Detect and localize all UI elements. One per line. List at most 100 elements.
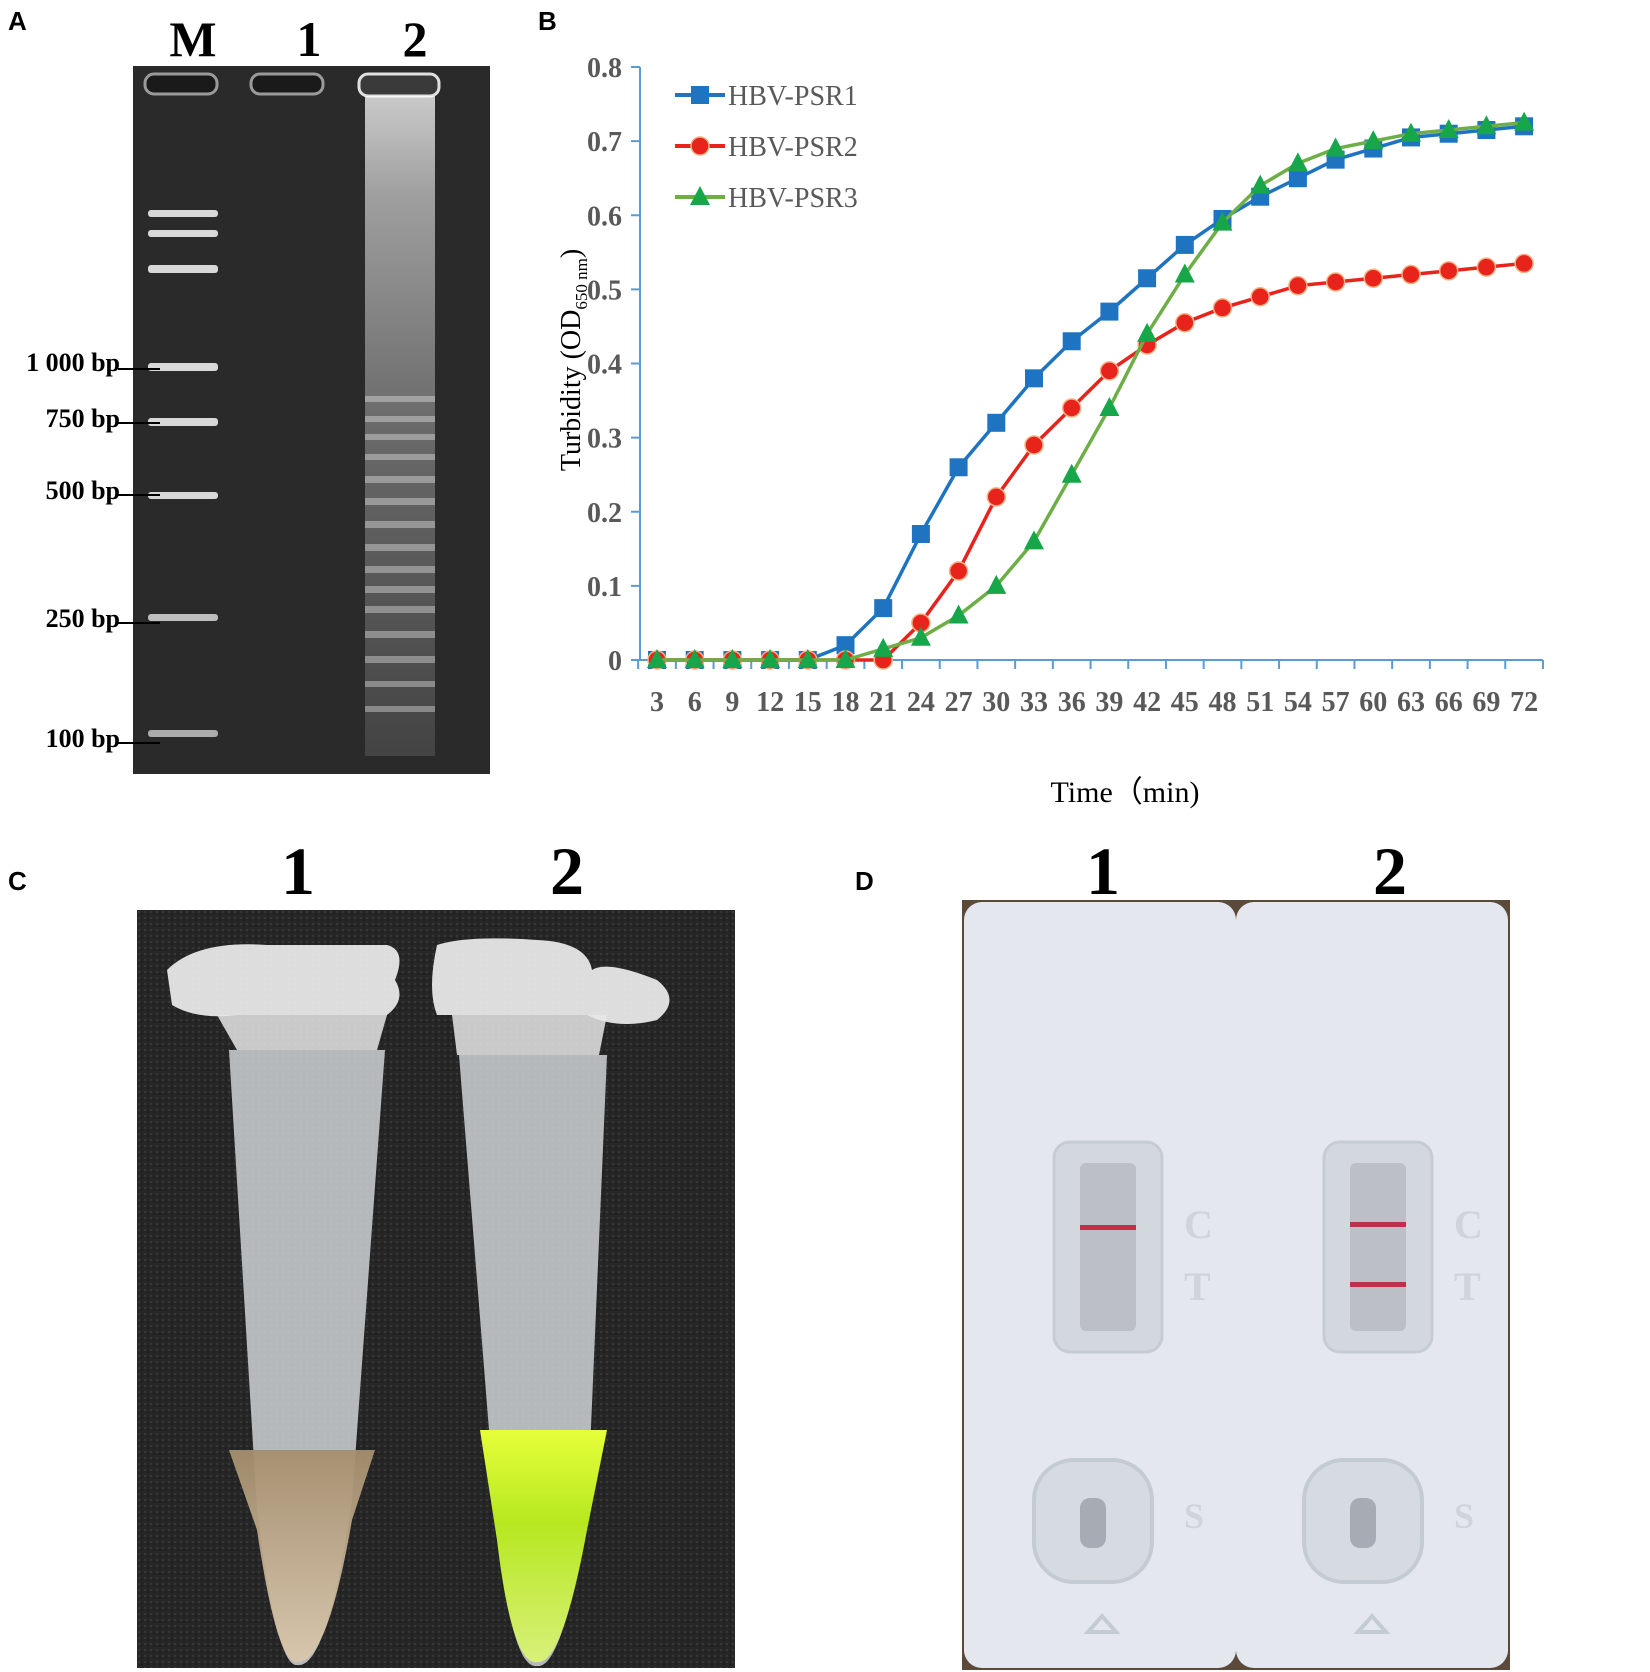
data-point	[1175, 312, 1195, 333]
x-tick-label: 39	[1095, 687, 1123, 718]
y-tick-label: 0.5	[587, 275, 622, 306]
y-tick-label: 0.7	[587, 127, 622, 158]
data-point	[1025, 369, 1043, 388]
x-tick-label: 24	[907, 687, 935, 718]
x-tick-label: 30	[982, 687, 1010, 718]
x-tick-label: 15	[794, 687, 822, 718]
data-point	[1212, 211, 1233, 231]
x-tick-label: 36	[1058, 687, 1086, 718]
legend-entry: HBV-PSR2	[675, 132, 858, 163]
cassette-1: C T S	[964, 902, 1236, 1668]
data-point	[1174, 263, 1195, 283]
legend-entry: HBV-PSR1	[675, 81, 858, 112]
series-line	[657, 120, 1525, 662]
gel-lane-label-1: 1	[296, 11, 322, 67]
data-point	[835, 649, 856, 668]
x-tick-label: 21	[869, 687, 897, 718]
series-HBV-PSR2	[647, 253, 1534, 670]
cassette-label-1: 1	[1086, 833, 1120, 909]
data-point	[1137, 322, 1158, 342]
x-tick-label: 72	[1510, 687, 1538, 718]
x-tick-label: 33	[1020, 687, 1048, 718]
legend-label: HBV-PSR3	[728, 183, 858, 214]
x-tick-label: 48	[1209, 687, 1237, 718]
data-point	[1325, 272, 1346, 292]
y-tick-label: 0.3	[587, 424, 622, 455]
data-point	[1363, 130, 1384, 150]
data-point	[1514, 253, 1534, 274]
panel-b-label: B	[538, 6, 557, 36]
y-axis-label: Turbidity (OD	[556, 310, 587, 472]
marker-label-250bp: 250 bp	[45, 604, 120, 633]
x-tick-label: 54	[1284, 687, 1312, 718]
data-point	[1401, 122, 1421, 142]
data-point	[1062, 332, 1081, 351]
data-point	[1438, 261, 1459, 281]
x-tick-label: 45	[1171, 687, 1199, 718]
data-point	[1061, 398, 1082, 418]
data-point	[873, 637, 894, 657]
y-tick-label: 0	[608, 646, 622, 677]
cassettes-photo: C T S C T S	[962, 900, 1510, 1670]
data-point	[1514, 111, 1535, 131]
tube-label-2: 2	[550, 833, 584, 909]
data-point	[836, 636, 855, 655]
data-point	[986, 487, 1007, 507]
series-HBV-PSR3	[647, 111, 1535, 668]
gel-lane-label-m: M	[169, 11, 217, 67]
cassette-1-test-mark: T	[1184, 1264, 1211, 1309]
marker-label-1000bp: 1 000 bp	[26, 348, 120, 377]
data-point	[1401, 264, 1421, 285]
x-axis-title: Time（min)	[1051, 776, 1200, 809]
y-tick-label: 0.6	[587, 201, 622, 232]
x-tick-label: 6	[688, 687, 702, 718]
legend-marker	[691, 86, 709, 104]
legend-marker	[690, 186, 710, 205]
y-tick-label: 0.1	[587, 572, 622, 603]
series-line	[657, 261, 1525, 662]
panel-a-label: A	[8, 6, 27, 36]
data-point	[1476, 257, 1497, 277]
y-axis-label-end: )	[556, 249, 587, 258]
x-tick-label: 12	[756, 687, 784, 718]
data-point	[1100, 302, 1119, 321]
y-tick-label: 0.2	[587, 498, 622, 529]
legend-entry: HBV-PSR3	[675, 183, 858, 214]
data-point	[1212, 298, 1233, 318]
x-tick-label: 51	[1246, 687, 1274, 718]
x-tick-label: 42	[1133, 687, 1161, 718]
data-point	[1024, 435, 1044, 455]
data-point	[1250, 287, 1270, 307]
marker-ticks	[118, 368, 160, 744]
y-tick-label: 0.4	[587, 350, 622, 381]
y-axis-title: Turbidity (OD650 nm)	[556, 249, 591, 471]
data-point	[948, 604, 969, 624]
cassette-2: C T S	[1236, 902, 1508, 1668]
svg-text:Turbidity (OD650 nm): Turbidity (OD650 nm)	[556, 249, 591, 471]
cassette-1-control-mark: C	[1184, 1202, 1213, 1247]
marker-label-750bp: 750 bp	[45, 404, 120, 433]
data-point	[911, 524, 930, 543]
data-point	[1061, 463, 1082, 483]
x-tick-label: 9	[725, 687, 739, 718]
cassette-2-test-mark: T	[1454, 1264, 1481, 1309]
gel-image	[133, 66, 490, 774]
data-point	[1138, 269, 1157, 288]
data-point	[949, 458, 968, 477]
x-tick-label: 60	[1359, 687, 1387, 718]
data-point	[1363, 268, 1384, 289]
data-point	[1250, 174, 1271, 194]
data-point	[1287, 152, 1308, 172]
tube-label-1: 1	[281, 833, 315, 909]
marker-label-500bp: 500 bp	[45, 476, 120, 505]
data-point	[1099, 361, 1120, 381]
data-point	[684, 649, 705, 668]
data-point	[1325, 137, 1346, 157]
data-point	[1024, 530, 1044, 550]
data-point	[1175, 235, 1194, 254]
data-point	[722, 649, 743, 668]
data-point	[760, 649, 781, 668]
x-tick-label: 69	[1472, 687, 1500, 718]
legend-label: HBV-PSR2	[728, 132, 858, 163]
data-point	[874, 599, 893, 618]
